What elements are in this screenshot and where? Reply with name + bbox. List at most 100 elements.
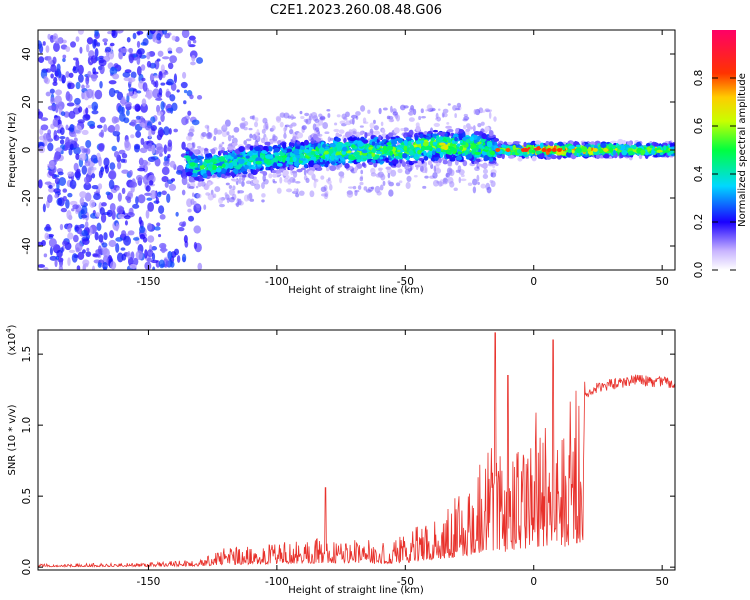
spectrogram-cell <box>291 170 298 174</box>
spectrogram-cell <box>233 126 240 133</box>
spectrogram-cell <box>170 261 175 268</box>
spectrogram-cell <box>368 161 374 165</box>
spectrogram-cell <box>91 173 96 179</box>
spectrogram-cell <box>81 147 89 154</box>
spectrogram-cell <box>43 133 49 141</box>
spectrogram-cell <box>65 124 69 131</box>
spectrogram-cell <box>556 148 562 152</box>
spectrogram-cell <box>158 259 165 269</box>
spectrogram-cell <box>385 166 392 170</box>
spectrogram-cell <box>188 215 195 222</box>
spectrogram-cell <box>158 205 165 214</box>
spectrogram-cell <box>40 117 49 122</box>
spectrogram-cell <box>48 184 53 189</box>
spectrogram-cell <box>124 220 128 226</box>
spectrogram-cell <box>62 58 66 63</box>
snr-xlabel: Height of straight line (km) <box>288 585 424 596</box>
spectrogram-cell <box>135 130 142 138</box>
spectrogram-cell <box>442 180 448 185</box>
spectrogram-cell <box>415 140 421 145</box>
spectrogram-cell <box>343 137 347 144</box>
spectrogram-cell <box>248 150 253 157</box>
spectrogram-cell <box>444 133 448 137</box>
spectrogram-cell <box>355 131 361 138</box>
spectrogram-cell <box>461 152 466 157</box>
spectrogram-cell <box>181 189 186 196</box>
spectrogram-cell <box>77 64 84 75</box>
spectrogram-cell <box>261 128 266 134</box>
spectrogram-cell <box>77 251 85 261</box>
spectrogram-cell <box>237 158 245 165</box>
spectrogram-cell <box>222 123 227 129</box>
spectrogram-cell <box>465 139 470 144</box>
spectrogram-cell <box>47 194 53 204</box>
spectrogram-cell <box>282 169 289 176</box>
spectrogram-cell <box>438 108 441 111</box>
spectrogram-cell <box>205 192 211 196</box>
spectrogram-cell <box>53 134 60 142</box>
spectrogram-cell <box>454 159 459 166</box>
spectrogram-cell <box>292 136 297 141</box>
snr-frame <box>37 329 676 571</box>
spectrogram-cell <box>295 155 301 159</box>
spectrogram-cell <box>127 77 136 83</box>
spectrogram-cell <box>273 162 277 167</box>
spectrogram-cell <box>226 131 230 136</box>
spectrogram-cell <box>344 163 350 169</box>
spectrogram-cell <box>239 154 243 158</box>
x-tick-label: -50 <box>397 276 414 288</box>
spectrogram-cell <box>463 116 470 121</box>
spectrogram-cell <box>147 156 156 163</box>
colorbar-ramp <box>712 30 736 270</box>
spectrogram-cell <box>186 156 191 162</box>
spectrogram-cell <box>75 59 80 69</box>
spectrogram-cell <box>189 160 195 163</box>
spectrogram-cell <box>308 146 312 152</box>
spectrogram-cell <box>250 166 257 170</box>
spectrogram-cell <box>289 142 295 147</box>
spectrogram-cell <box>397 149 401 153</box>
spectrogram-cell <box>157 191 162 198</box>
spectrogram-cell <box>136 40 141 48</box>
spectrogram-cell <box>609 147 614 153</box>
spectrogram-cell <box>299 158 306 161</box>
spectrogram-cell <box>128 47 134 54</box>
spectrogram-cell <box>328 183 333 191</box>
spectrogram-cell <box>113 63 119 69</box>
spectrogram-cell <box>101 246 108 255</box>
spectrogram-cell <box>365 189 372 193</box>
spectrogram-cell <box>85 75 90 85</box>
spectrogram-cell <box>649 145 654 149</box>
spectrogram-cell <box>529 142 535 146</box>
spectrogram-cell <box>373 130 381 135</box>
spectrogram-cell <box>190 198 195 205</box>
spectrogram-cell <box>284 124 290 128</box>
spectrogram-cell <box>426 104 433 111</box>
spectrogram-cell <box>368 151 373 154</box>
spectrogram-cell <box>105 191 111 196</box>
spectrogram-cell <box>432 141 438 145</box>
y-tick-label: 20 <box>21 95 33 108</box>
spectrogram-cell <box>99 64 105 75</box>
spectrogram-cell <box>279 147 284 151</box>
spectrogram-cell <box>49 246 53 256</box>
spectrogram-cell <box>68 110 76 119</box>
spectrogram-cell <box>512 144 516 151</box>
spectrogram-cell <box>141 159 149 166</box>
spectrogram-cell <box>370 172 377 177</box>
spectrogram-cell <box>303 149 310 154</box>
spectrogram-cell <box>207 181 212 186</box>
spectrogram-cell <box>210 148 216 155</box>
spectrogram-cell <box>206 171 212 177</box>
spectrogram-cell <box>68 249 76 254</box>
spectrogram-cell <box>43 266 49 270</box>
spectrogram-cell <box>237 198 242 206</box>
spectrogram-cell <box>433 122 441 127</box>
spectrogram-cell <box>551 148 557 152</box>
spectrogram-cell <box>161 190 167 196</box>
spectrogram-cell <box>539 142 544 149</box>
spectrogram-cell <box>224 192 228 197</box>
spectrogram-cell <box>581 146 588 153</box>
spectrogram-cell <box>341 123 347 127</box>
spectrogram-cell <box>447 103 451 106</box>
